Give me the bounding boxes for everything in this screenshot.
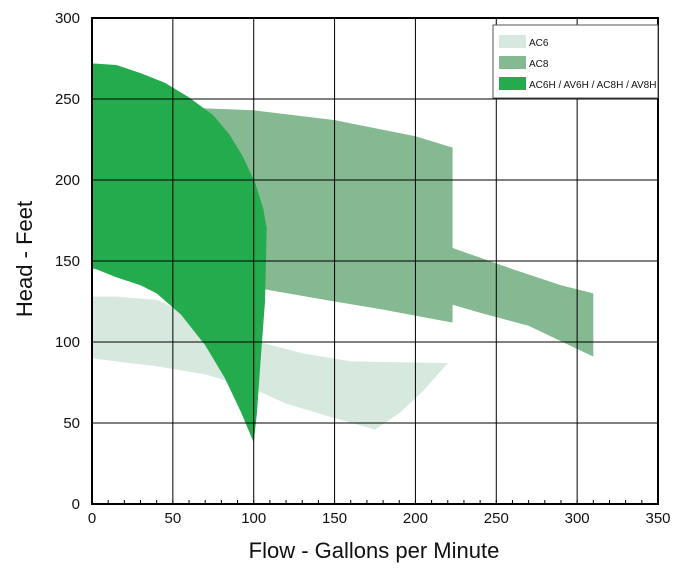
y-tick-label-4: 200: [55, 172, 80, 189]
x-tick-label-6: 300: [565, 510, 590, 527]
y-tick-label-1: 50: [63, 415, 80, 432]
legend-swatch-0: [499, 35, 526, 48]
x-tick-label-0: 0: [88, 510, 96, 527]
y-tick-label-0: 0: [72, 496, 80, 513]
y-tick-label-3: 150: [55, 253, 80, 270]
tick-labels-layer: 0 50 100 150 200 250 300 350 0 50 100 150 200 250 300: [55, 10, 671, 527]
series-area-0: [92, 296, 448, 430]
x-tick-label-3: 150: [322, 510, 347, 527]
x-tick-label-1: 50: [165, 510, 182, 527]
legend-label-0: AC6: [529, 38, 549, 49]
legend: AC6 AC8 AC6H / AV6H / AC8H / AV8H: [492, 24, 659, 99]
legend-swatch-2: [499, 77, 526, 90]
y-tick-label-2: 100: [55, 334, 80, 351]
x-tick-label-2: 100: [241, 510, 266, 527]
x-tick-label-4: 200: [403, 510, 428, 527]
y-tick-label-5: 250: [55, 91, 80, 108]
series-layer: [92, 63, 594, 443]
series-area-2: [92, 63, 267, 443]
y-axis-label: Head - Feet: [12, 201, 37, 317]
legend-label-1: AC8: [529, 59, 549, 70]
x-tick-label-5: 250: [484, 510, 509, 527]
y-tick-label-6: 300: [55, 10, 80, 27]
legend-swatch-1: [499, 56, 526, 69]
legend-label-2: AC6H / AV6H / AC8H / AV8H: [529, 80, 656, 91]
x-tick-label-7: 350: [645, 510, 670, 527]
x-axis-label: Flow - Gallons per Minute: [249, 538, 500, 563]
grid-layer: [91, 17, 659, 505]
plot-frame: [91, 17, 659, 505]
